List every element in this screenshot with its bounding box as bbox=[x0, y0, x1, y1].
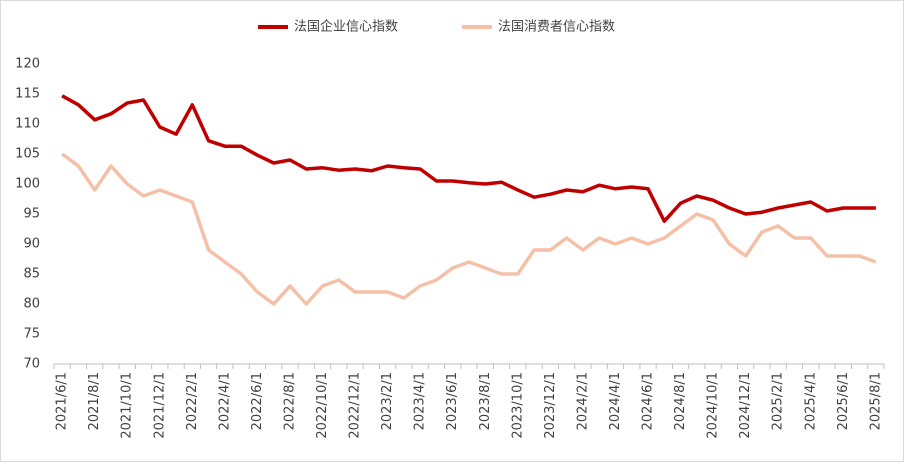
y-tick-label: 80 bbox=[23, 297, 40, 312]
y-tick-label: 110 bbox=[15, 117, 40, 132]
x-tick-label: 2021/6/1 bbox=[55, 372, 70, 430]
legend-label: 法国企业信心指数 bbox=[294, 19, 398, 35]
series-line bbox=[61, 94, 876, 223]
x-tick-label: 2022/4/1 bbox=[217, 372, 232, 430]
x-tick-label: 2024/2/1 bbox=[575, 372, 590, 430]
x-tick-label: 2023/4/1 bbox=[413, 372, 428, 430]
series-line bbox=[61, 152, 877, 306]
legend-label: 法国消费者信心指数 bbox=[498, 20, 615, 35]
x-tick-label: 2025/8/1 bbox=[868, 372, 883, 430]
y-tick-label: 85 bbox=[23, 267, 40, 282]
x-tick-label: 2023/10/1 bbox=[510, 372, 525, 439]
x-tick-label: 2023/8/1 bbox=[478, 372, 493, 430]
x-tick-label: 2021/10/1 bbox=[120, 372, 135, 439]
x-tick-label: 2025/4/1 bbox=[803, 372, 818, 430]
x-tick-label: 2025/6/1 bbox=[836, 372, 851, 430]
y-tick-label: 95 bbox=[23, 207, 40, 222]
y-tick-label: 100 bbox=[15, 177, 40, 192]
x-tick-label: 2023/6/1 bbox=[445, 372, 460, 430]
x-tick-label: 2025/2/1 bbox=[771, 372, 786, 430]
y-tick-label: 90 bbox=[23, 237, 40, 252]
x-tick-label: 2021/12/1 bbox=[152, 372, 167, 439]
x-tick-label: 2023/12/1 bbox=[543, 372, 558, 439]
y-tick-label: 75 bbox=[23, 327, 40, 342]
y-tick-label: 115 bbox=[15, 87, 40, 102]
x-tick-label: 2024/10/1 bbox=[706, 372, 721, 439]
x-tick-label: 2022/12/1 bbox=[348, 372, 363, 439]
x-tick-label: 2024/6/1 bbox=[641, 372, 656, 430]
x-tick-label: 2023/2/1 bbox=[380, 372, 395, 430]
x-tick-label: 2024/12/1 bbox=[738, 372, 753, 439]
x-tick-label: 2022/8/1 bbox=[282, 372, 297, 430]
x-tick-label: 2022/6/1 bbox=[250, 372, 265, 430]
x-tick-label: 2024/4/1 bbox=[608, 372, 623, 430]
y-tick-label: 120 bbox=[15, 57, 40, 72]
y-tick-label: 70 bbox=[23, 357, 40, 372]
x-tick-label: 2022/2/1 bbox=[185, 372, 200, 430]
x-tick-label: 2021/8/1 bbox=[87, 372, 102, 430]
x-tick-label: 2024/8/1 bbox=[673, 372, 688, 430]
x-tick-label: 2022/10/1 bbox=[315, 372, 330, 439]
y-tick-label: 105 bbox=[15, 147, 40, 162]
